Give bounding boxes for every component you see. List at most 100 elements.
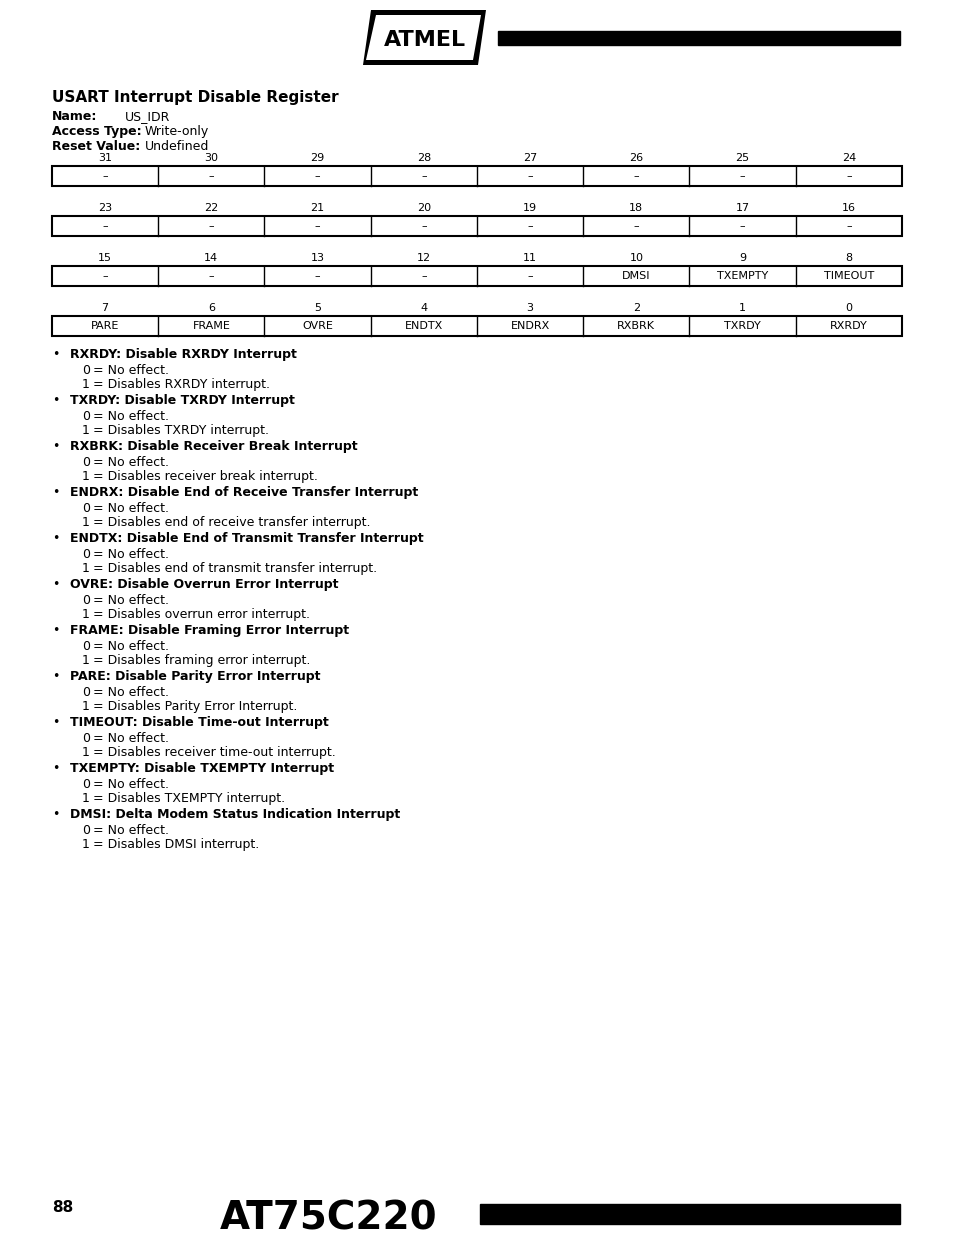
Text: 1: 1 xyxy=(82,700,90,713)
Text: PARE: Disable Parity Error Interrupt: PARE: Disable Parity Error Interrupt xyxy=(70,671,320,683)
Text: = No effect.: = No effect. xyxy=(89,640,169,653)
Text: 22: 22 xyxy=(204,203,218,212)
Polygon shape xyxy=(363,10,485,65)
Bar xyxy=(52,266,901,287)
Text: 6: 6 xyxy=(208,303,214,312)
Text: 13: 13 xyxy=(311,253,324,263)
Text: 14: 14 xyxy=(204,253,218,263)
Text: = No effect.: = No effect. xyxy=(89,501,169,515)
Text: –: – xyxy=(209,270,214,282)
Text: 1: 1 xyxy=(82,746,90,760)
Text: RXBRK: RXBRK xyxy=(617,321,655,331)
Text: ENDRX: Disable End of Receive Transfer Interrupt: ENDRX: Disable End of Receive Transfer I… xyxy=(70,487,417,499)
Text: ENDTX: ENDTX xyxy=(404,321,442,331)
Text: 4: 4 xyxy=(420,303,427,312)
Text: = Disables TXEMPTY interrupt.: = Disables TXEMPTY interrupt. xyxy=(89,792,285,805)
Text: 1: 1 xyxy=(82,471,90,483)
Text: 0: 0 xyxy=(82,778,90,790)
Text: 0: 0 xyxy=(82,364,90,377)
Text: –: – xyxy=(845,221,851,231)
Text: 2: 2 xyxy=(632,303,639,312)
Text: = Disables DMSI interrupt.: = Disables DMSI interrupt. xyxy=(89,839,259,851)
Text: 0: 0 xyxy=(82,640,90,653)
Text: –: – xyxy=(314,221,320,231)
Text: = Disables overrun error interrupt.: = Disables overrun error interrupt. xyxy=(89,608,310,621)
Text: –: – xyxy=(314,170,320,182)
Text: 1: 1 xyxy=(82,562,90,576)
Text: 18: 18 xyxy=(629,203,642,212)
Text: –: – xyxy=(102,170,108,182)
Text: –: – xyxy=(739,221,744,231)
Bar xyxy=(52,316,901,336)
Text: •: • xyxy=(52,487,59,499)
Text: 0: 0 xyxy=(82,501,90,515)
Bar xyxy=(52,216,901,236)
Text: = Disables receiver break interrupt.: = Disables receiver break interrupt. xyxy=(89,471,317,483)
Text: 1: 1 xyxy=(82,378,90,391)
Text: 0: 0 xyxy=(82,685,90,699)
Text: 10: 10 xyxy=(629,253,642,263)
Text: 0: 0 xyxy=(82,410,90,424)
Text: –: – xyxy=(314,270,320,282)
Text: = No effect.: = No effect. xyxy=(89,548,169,561)
Text: FRAME: FRAME xyxy=(193,321,230,331)
Text: –: – xyxy=(102,270,108,282)
Text: AT75C220: AT75C220 xyxy=(220,1200,437,1235)
Text: •: • xyxy=(52,440,59,453)
Text: 0: 0 xyxy=(82,732,90,745)
Text: •: • xyxy=(52,716,59,729)
Text: 1: 1 xyxy=(82,608,90,621)
Text: = Disables end of transmit transfer interrupt.: = Disables end of transmit transfer inte… xyxy=(89,562,376,576)
Text: 17: 17 xyxy=(735,203,749,212)
Text: –: – xyxy=(633,221,639,231)
Text: FRAME: Disable Framing Error Interrupt: FRAME: Disable Framing Error Interrupt xyxy=(70,624,349,637)
Text: 0: 0 xyxy=(82,824,90,837)
Text: = Disables TXRDY interrupt.: = Disables TXRDY interrupt. xyxy=(89,424,269,437)
Bar xyxy=(497,31,899,44)
Text: Access Type:: Access Type: xyxy=(52,125,141,138)
Text: 5: 5 xyxy=(314,303,321,312)
Text: –: – xyxy=(845,170,851,182)
Text: = No effect.: = No effect. xyxy=(89,685,169,699)
Text: OVRE: OVRE xyxy=(302,321,333,331)
Text: –: – xyxy=(739,170,744,182)
Text: •: • xyxy=(52,532,59,545)
Text: USART Interrupt Disable Register: USART Interrupt Disable Register xyxy=(52,90,338,105)
Text: –: – xyxy=(420,170,426,182)
Text: 28: 28 xyxy=(416,153,431,163)
Text: = No effect.: = No effect. xyxy=(89,594,169,606)
Text: 31: 31 xyxy=(98,153,112,163)
Text: 1: 1 xyxy=(82,792,90,805)
Text: TXRDY: Disable TXRDY Interrupt: TXRDY: Disable TXRDY Interrupt xyxy=(70,394,294,408)
Text: 1: 1 xyxy=(82,516,90,529)
Text: 30: 30 xyxy=(204,153,218,163)
Text: PARE: PARE xyxy=(91,321,119,331)
Text: 12: 12 xyxy=(416,253,431,263)
Text: RXRDY: RXRDY xyxy=(829,321,867,331)
Text: –: – xyxy=(527,170,533,182)
Text: Write-only: Write-only xyxy=(145,125,209,138)
Text: = No effect.: = No effect. xyxy=(89,732,169,745)
Text: TXEMPTY: TXEMPTY xyxy=(717,270,767,282)
Bar xyxy=(479,1204,899,1224)
Text: 0: 0 xyxy=(82,548,90,561)
Text: 15: 15 xyxy=(98,253,112,263)
Text: –: – xyxy=(527,270,533,282)
Text: •: • xyxy=(52,808,59,821)
Text: 88: 88 xyxy=(52,1200,73,1215)
Text: 0: 0 xyxy=(82,594,90,606)
Text: = No effect.: = No effect. xyxy=(89,410,169,424)
Text: –: – xyxy=(102,221,108,231)
Text: US_IDR: US_IDR xyxy=(125,110,171,124)
Text: –: – xyxy=(209,170,214,182)
Text: 11: 11 xyxy=(522,253,537,263)
Text: 20: 20 xyxy=(416,203,431,212)
Text: •: • xyxy=(52,671,59,683)
Text: = No effect.: = No effect. xyxy=(89,364,169,377)
Text: •: • xyxy=(52,578,59,592)
Text: 7: 7 xyxy=(101,303,109,312)
Text: 0: 0 xyxy=(82,456,90,469)
Text: = Disables end of receive transfer interrupt.: = Disables end of receive transfer inter… xyxy=(89,516,370,529)
Text: –: – xyxy=(420,270,426,282)
Text: Reset Value:: Reset Value: xyxy=(52,140,140,153)
